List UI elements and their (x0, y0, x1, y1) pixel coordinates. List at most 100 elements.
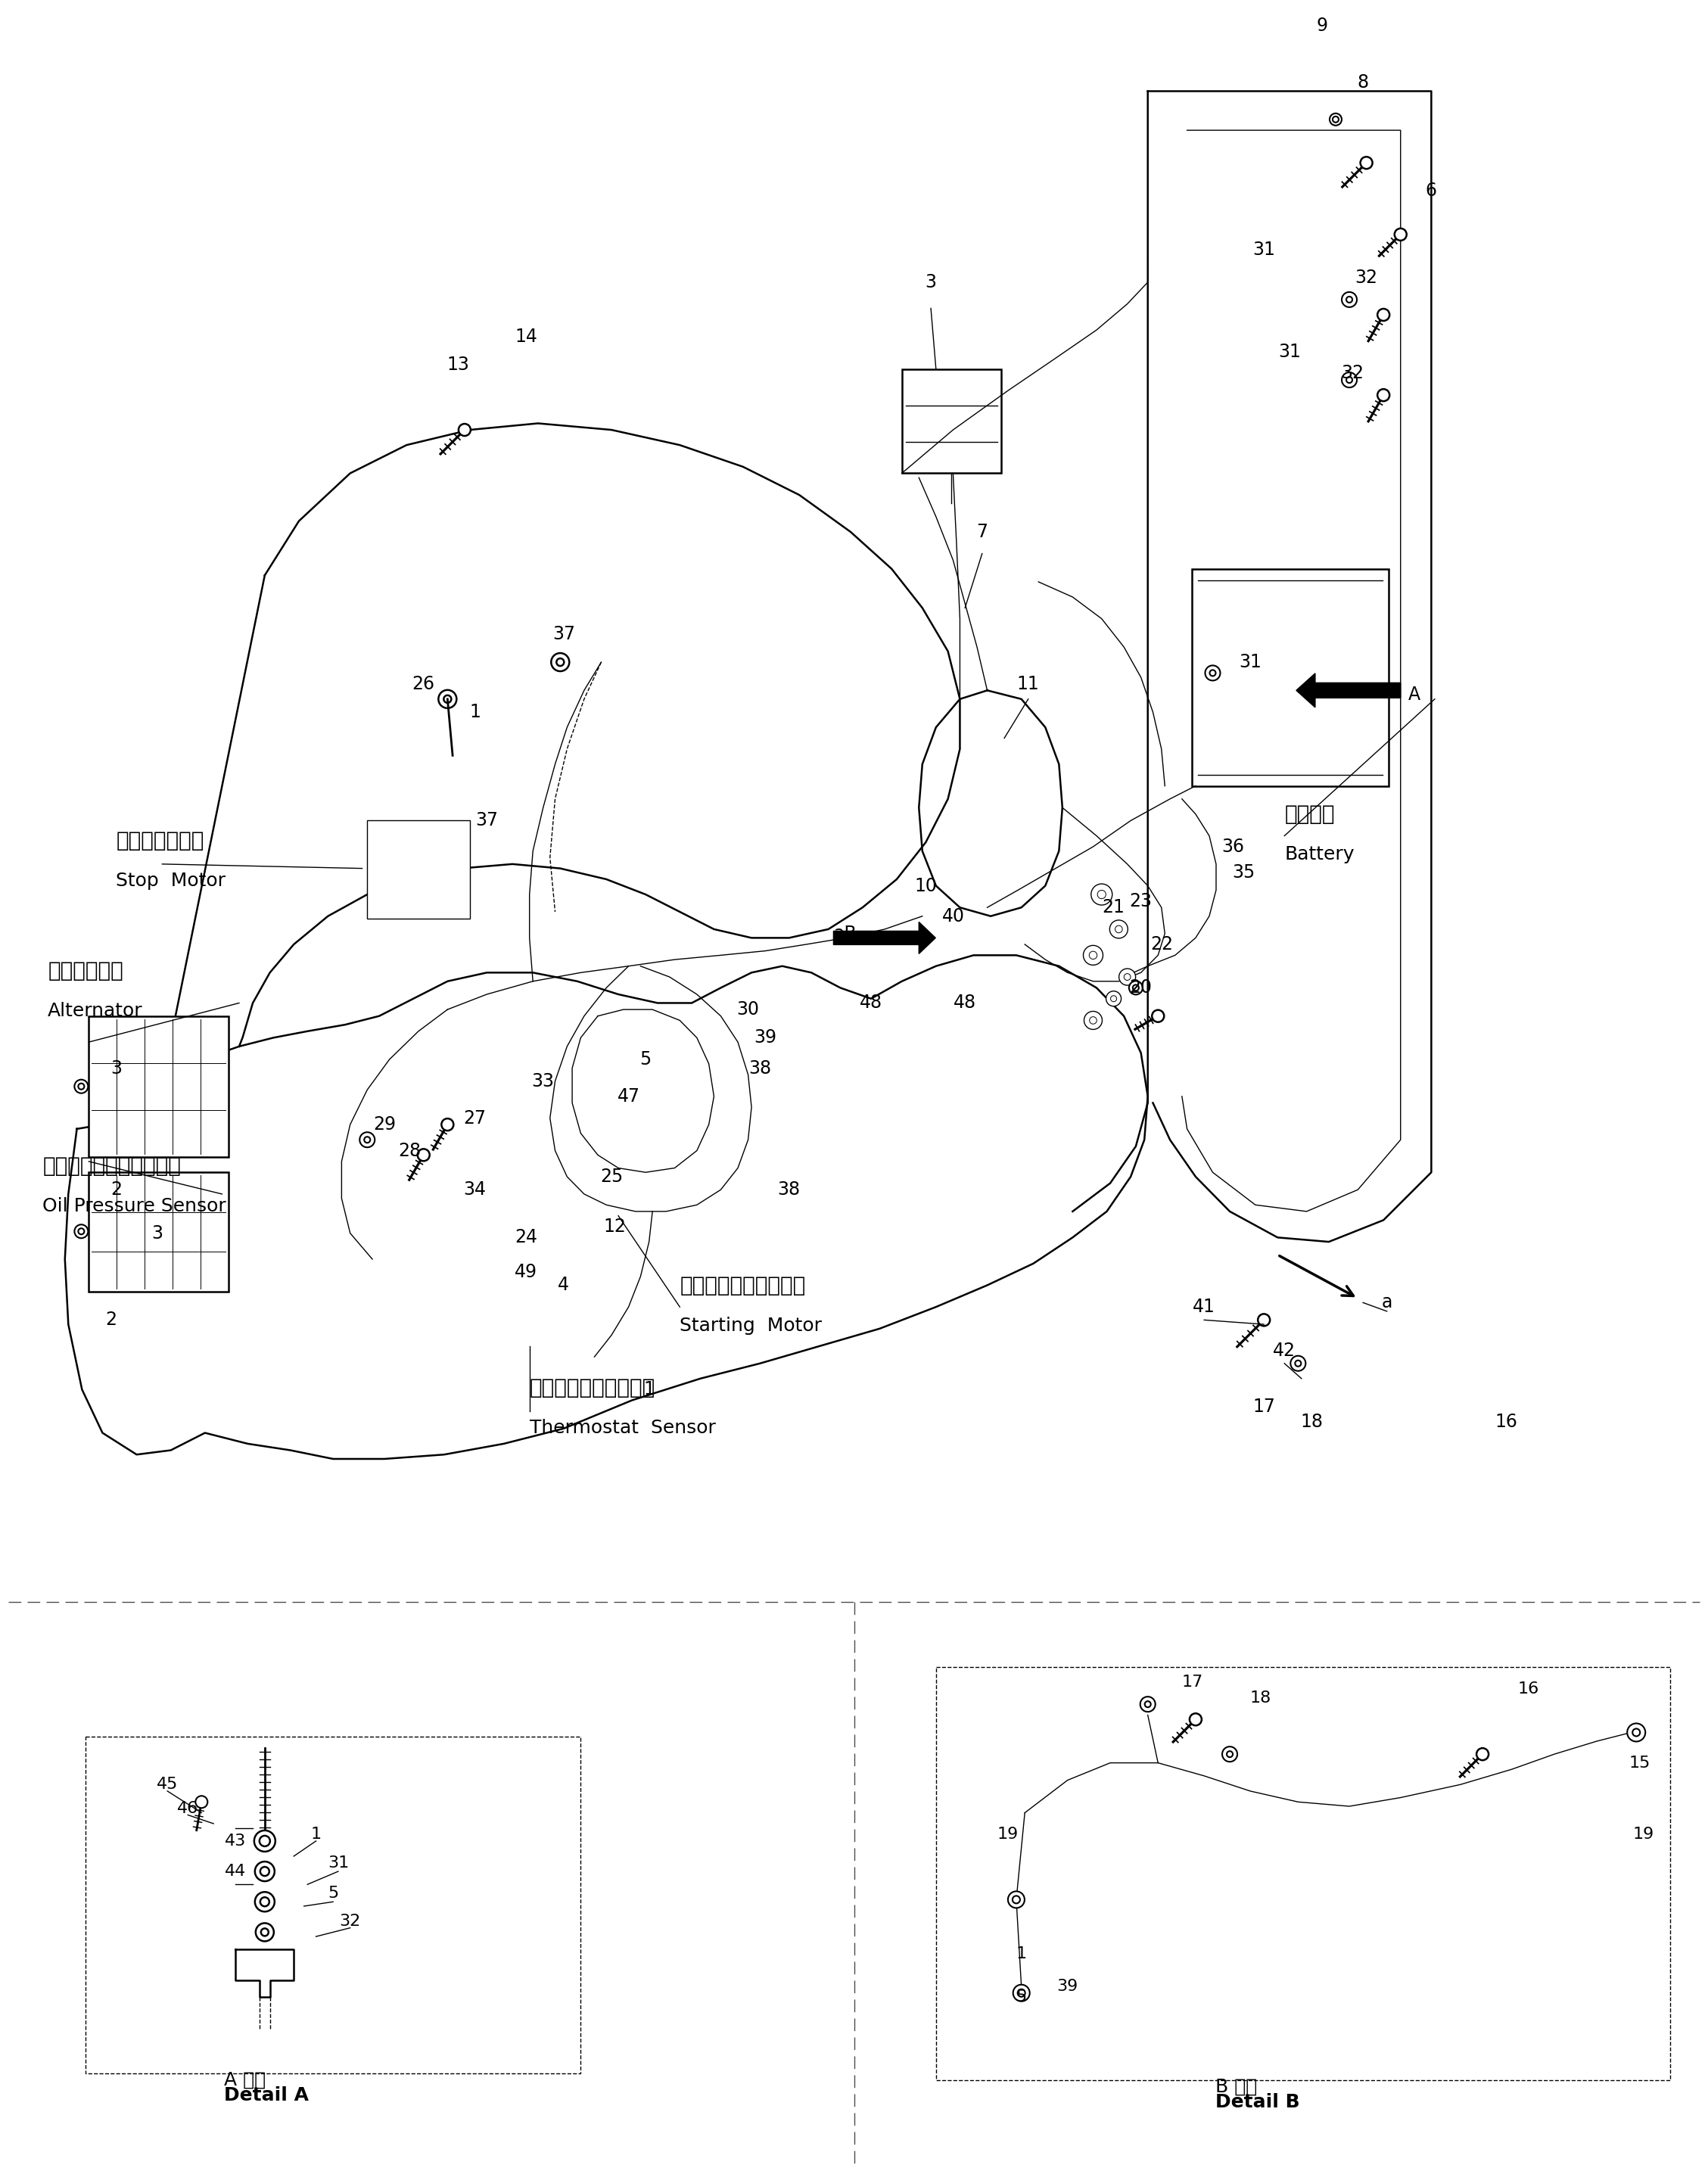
Circle shape (1008, 1891, 1025, 1908)
Circle shape (1394, 228, 1407, 241)
Circle shape (195, 1795, 208, 1808)
Text: 36: 36 (1221, 838, 1245, 855)
Circle shape (261, 1928, 268, 1937)
Circle shape (75, 1079, 89, 1094)
Circle shape (364, 1138, 371, 1142)
Text: ストップモータ: ストップモータ (116, 829, 205, 851)
Text: 25: 25 (600, 1168, 623, 1185)
Circle shape (1332, 117, 1339, 122)
Circle shape (79, 1083, 84, 1090)
Circle shape (254, 1830, 275, 1852)
Text: 47: 47 (617, 1088, 640, 1105)
Circle shape (1223, 1748, 1237, 1761)
Text: 16: 16 (1494, 1413, 1518, 1431)
Circle shape (360, 1133, 374, 1146)
Text: aB: aB (834, 925, 857, 942)
Text: 7: 7 (977, 523, 987, 541)
Circle shape (1141, 1698, 1155, 1711)
Text: サーモスタットセンサ: サーモスタットセンサ (529, 1376, 656, 1398)
Circle shape (1226, 1752, 1233, 1756)
Text: Thermostat  Sensor: Thermostat Sensor (529, 1418, 716, 1437)
Circle shape (1189, 1713, 1202, 1726)
Text: 1: 1 (311, 1828, 321, 1841)
Text: 18: 18 (1250, 1691, 1271, 1704)
Text: 37: 37 (475, 812, 499, 829)
Text: 12: 12 (603, 1218, 627, 1235)
Text: 19: 19 (997, 1828, 1018, 1841)
Text: 15: 15 (1629, 1756, 1650, 1769)
Circle shape (1091, 884, 1112, 905)
Circle shape (458, 423, 471, 436)
Text: Stop  Motor: Stop Motor (116, 871, 225, 890)
Text: 37: 37 (552, 625, 576, 643)
Text: A: A (1407, 686, 1421, 703)
Text: Detail A: Detail A (224, 2086, 309, 2104)
Text: 46: 46 (178, 1802, 198, 1815)
Circle shape (444, 695, 451, 703)
Text: 1: 1 (470, 703, 480, 721)
Circle shape (1476, 1748, 1489, 1761)
Text: 45: 45 (157, 1778, 178, 1791)
Circle shape (1144, 1702, 1151, 1706)
Text: 24: 24 (514, 1229, 538, 1246)
Text: 31: 31 (1278, 343, 1301, 360)
Text: Oil Pressure Sensor: Oil Pressure Sensor (43, 1196, 227, 1216)
Text: 41: 41 (1192, 1298, 1216, 1316)
Text: 26: 26 (412, 675, 436, 693)
Text: 31: 31 (1252, 241, 1276, 258)
Text: a: a (1382, 1294, 1392, 1311)
Text: 35: 35 (1231, 864, 1255, 881)
Circle shape (1085, 1012, 1102, 1029)
Circle shape (1209, 671, 1216, 675)
Text: 21: 21 (1102, 899, 1126, 916)
Text: 17: 17 (1182, 1676, 1202, 1689)
Bar (89, 1172, 229, 1292)
Circle shape (417, 1148, 430, 1161)
Text: スターティングモータ: スターティングモータ (680, 1274, 806, 1296)
Text: 14: 14 (514, 328, 538, 345)
Circle shape (1098, 890, 1105, 899)
Bar (89, 1016, 229, 1157)
Text: 31: 31 (1238, 653, 1262, 671)
Circle shape (1329, 113, 1342, 126)
Text: 2: 2 (106, 1311, 116, 1329)
Text: 39: 39 (753, 1029, 777, 1046)
Text: 11: 11 (1016, 675, 1040, 693)
Text: B 詳細: B 詳細 (1214, 2078, 1257, 2095)
FancyArrow shape (1296, 673, 1401, 708)
Circle shape (552, 653, 569, 671)
Text: 49: 49 (514, 1264, 538, 1281)
Text: 44: 44 (225, 1865, 246, 1878)
Circle shape (1295, 1361, 1301, 1366)
Text: Battery: Battery (1284, 845, 1354, 864)
Circle shape (1377, 308, 1390, 321)
Circle shape (254, 1861, 275, 1882)
Circle shape (1346, 297, 1353, 302)
Text: 33: 33 (531, 1072, 555, 1090)
Text: 9: 9 (1317, 17, 1327, 35)
Circle shape (1291, 1357, 1305, 1370)
Circle shape (1342, 293, 1356, 306)
Text: Alternator: Alternator (48, 1001, 143, 1020)
Text: 29: 29 (372, 1116, 396, 1133)
Text: 31: 31 (328, 1856, 348, 1869)
Bar (902, 369, 1001, 473)
Bar (367, 821, 470, 918)
Circle shape (1342, 373, 1356, 386)
Circle shape (1115, 925, 1122, 934)
Circle shape (1119, 968, 1136, 986)
Text: 3: 3 (111, 1059, 121, 1077)
Text: 8: 8 (1358, 74, 1368, 91)
Circle shape (1377, 389, 1390, 402)
Text: オイルプレッシャセンサ: オイルプレッシャセンサ (43, 1155, 181, 1177)
Text: 3: 3 (926, 274, 936, 291)
Text: A 詳細: A 詳細 (224, 2071, 266, 2089)
Text: 5: 5 (328, 1887, 338, 1900)
Text: バッテリ: バッテリ (1284, 803, 1334, 825)
Circle shape (256, 1924, 273, 1941)
Text: 48: 48 (953, 994, 977, 1012)
Circle shape (557, 658, 564, 666)
Circle shape (441, 1118, 454, 1131)
Text: 10: 10 (914, 877, 938, 894)
Circle shape (1124, 973, 1131, 981)
